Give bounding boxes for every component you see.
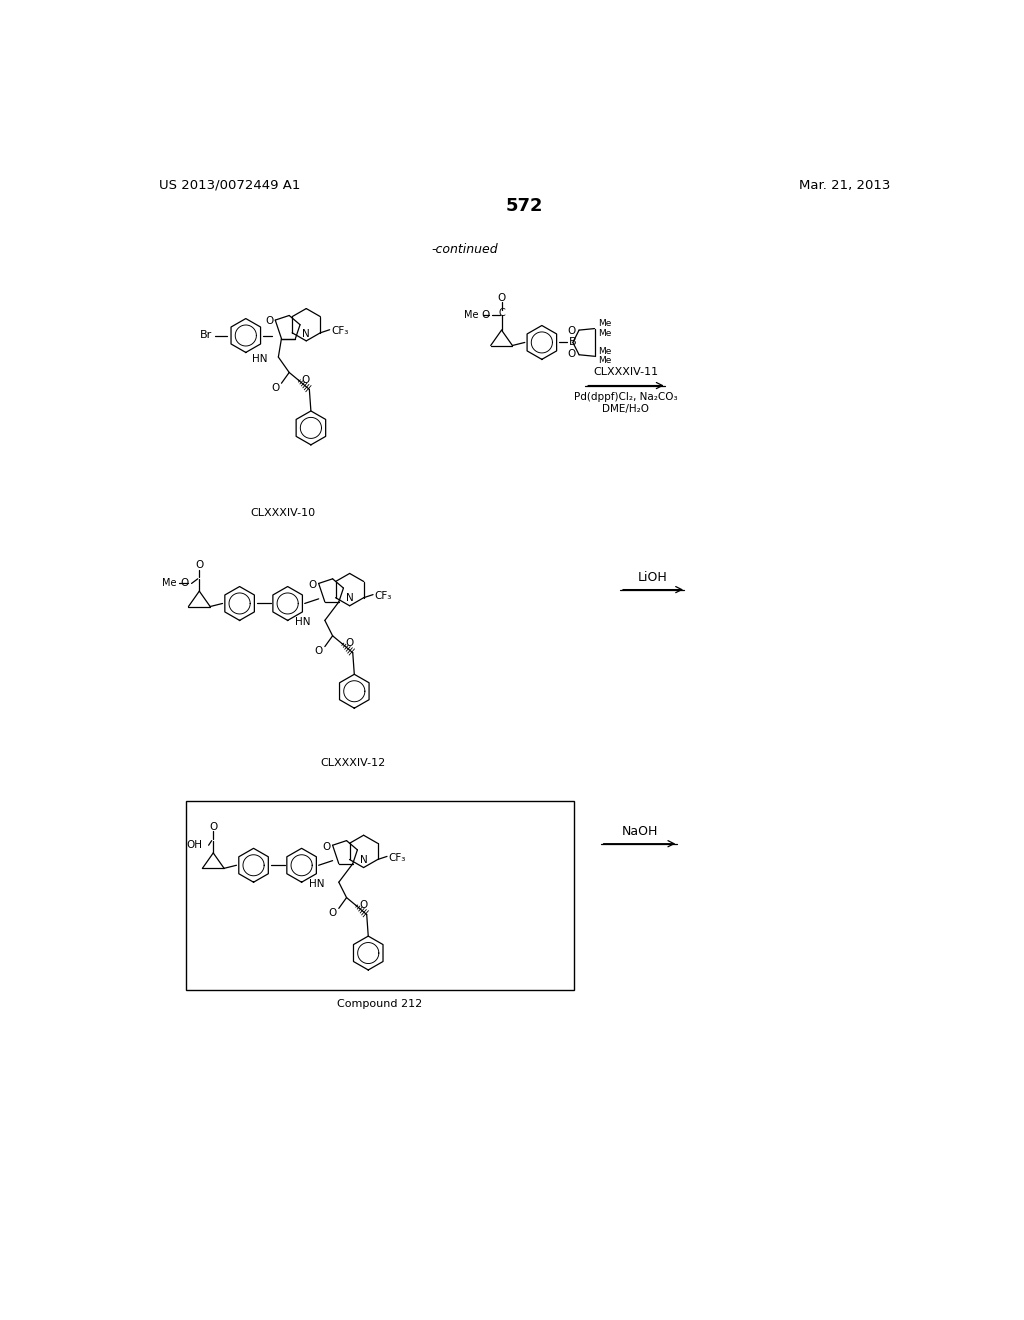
Bar — [186, 801, 573, 990]
Text: Me: Me — [464, 310, 478, 319]
Text: US 2013/0072449 A1: US 2013/0072449 A1 — [159, 178, 300, 191]
Text: O: O — [345, 639, 353, 648]
Text: HN: HN — [295, 616, 311, 627]
Text: O: O — [271, 383, 280, 393]
Text: O: O — [309, 579, 317, 590]
Text: N: N — [346, 594, 353, 603]
Text: CLXXXIV-12: CLXXXIV-12 — [321, 758, 385, 768]
Text: O: O — [481, 310, 489, 319]
Text: O: O — [180, 578, 188, 589]
Text: O: O — [567, 326, 575, 335]
Text: HN: HN — [309, 879, 325, 888]
Text: OH: OH — [186, 841, 203, 850]
Text: N: N — [359, 855, 368, 866]
Text: CF₃: CF₃ — [388, 853, 406, 863]
Text: Compound 212: Compound 212 — [337, 999, 423, 1008]
Text: O: O — [265, 315, 273, 326]
Text: Pd(dppf)Cl₂, Na₂CO₃: Pd(dppf)Cl₂, Na₂CO₃ — [573, 392, 677, 403]
Text: Me: Me — [598, 329, 611, 338]
Text: LiOH: LiOH — [638, 570, 668, 583]
Text: Me: Me — [598, 347, 611, 356]
Text: O: O — [196, 560, 204, 570]
Text: 572: 572 — [506, 197, 544, 215]
Text: Me: Me — [598, 356, 611, 366]
Text: -continued: -continued — [432, 243, 499, 256]
Text: B: B — [569, 338, 577, 347]
Text: CLXXXIV-10: CLXXXIV-10 — [251, 508, 315, 517]
Text: CF₃: CF₃ — [375, 591, 392, 601]
Text: O: O — [302, 375, 310, 385]
Text: O: O — [209, 822, 217, 832]
Text: C: C — [498, 308, 505, 318]
Text: O: O — [323, 842, 331, 851]
Text: O: O — [567, 348, 575, 359]
Text: N: N — [302, 329, 310, 339]
Text: O: O — [314, 647, 323, 656]
Text: Me: Me — [598, 319, 611, 329]
Text: O: O — [329, 908, 337, 917]
Text: O: O — [498, 293, 506, 302]
Text: DME/H₂O: DME/H₂O — [602, 404, 649, 413]
Text: Mar. 21, 2013: Mar. 21, 2013 — [799, 178, 891, 191]
Text: CF₃: CF₃ — [331, 326, 348, 337]
Text: Br: Br — [200, 330, 212, 341]
Text: Me: Me — [162, 578, 176, 589]
Text: CLXXXIV-11: CLXXXIV-11 — [593, 367, 658, 376]
Text: NaOH: NaOH — [622, 825, 657, 838]
Text: HN: HN — [252, 354, 267, 363]
Text: O: O — [359, 900, 368, 911]
